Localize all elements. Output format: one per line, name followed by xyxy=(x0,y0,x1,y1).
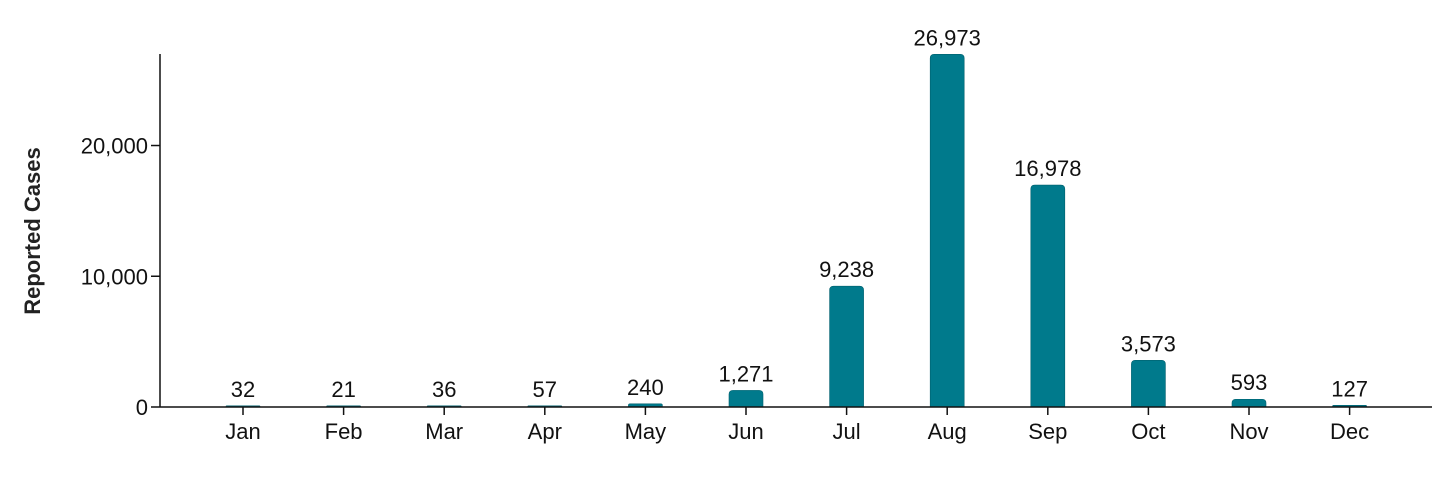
bar-sep xyxy=(1030,184,1066,408)
value-label-nov: 593 xyxy=(1231,370,1268,395)
bar-aug xyxy=(929,54,965,408)
x-tick-label-jul: Jul xyxy=(833,419,861,444)
y-tick-label: 0 xyxy=(136,395,148,420)
bar-jul xyxy=(829,285,864,408)
x-tick-label-apr: Apr xyxy=(528,419,562,444)
bar-oct xyxy=(1131,359,1166,408)
y-axis-ticks: 0 10,000 20,000 xyxy=(81,134,160,420)
x-tick-label-feb: Feb xyxy=(325,419,363,444)
x-tick-label-nov: Nov xyxy=(1229,419,1268,444)
value-labels-group: 32 21 36 57 240 1,271 9,238 26,973 16,978 3,573 59… xyxy=(231,25,1368,401)
y-tick-label: 10,000 xyxy=(81,264,148,289)
x-tick-label-may: May xyxy=(625,419,667,444)
x-axis-ticks: Jan Feb Mar Apr May Jun Jul Aug Sep Oct Nov Dec xyxy=(225,407,1369,444)
value-label-feb: 21 xyxy=(331,377,355,402)
x-tick-label-oct: Oct xyxy=(1131,419,1165,444)
x-tick-label-jan: Jan xyxy=(225,419,260,444)
x-tick-label-mar: Mar xyxy=(425,419,463,444)
value-label-dec: 127 xyxy=(1331,376,1368,401)
value-label-jul: 9,238 xyxy=(819,257,874,282)
y-tick-label: 20,000 xyxy=(81,134,148,159)
bar-may xyxy=(628,403,663,408)
bars-group xyxy=(225,54,1367,408)
x-tick-label-sep: Sep xyxy=(1028,419,1067,444)
bar-nov xyxy=(1231,398,1267,408)
value-label-aug: 26,973 xyxy=(914,25,981,50)
x-tick-label-dec: Dec xyxy=(1330,419,1369,444)
value-label-oct: 3,573 xyxy=(1121,331,1176,356)
value-label-mar: 36 xyxy=(432,377,456,402)
value-label-sep: 16,978 xyxy=(1014,156,1081,181)
y-axis-title: Reported Cases xyxy=(20,147,45,315)
value-label-jan: 32 xyxy=(231,377,255,402)
x-tick-label-jun: Jun xyxy=(728,419,763,444)
bar-jun xyxy=(728,390,764,408)
x-tick-label-aug: Aug xyxy=(928,419,967,444)
value-label-apr: 57 xyxy=(533,377,557,402)
value-label-may: 240 xyxy=(627,375,664,400)
value-label-jun: 1,271 xyxy=(718,361,773,386)
